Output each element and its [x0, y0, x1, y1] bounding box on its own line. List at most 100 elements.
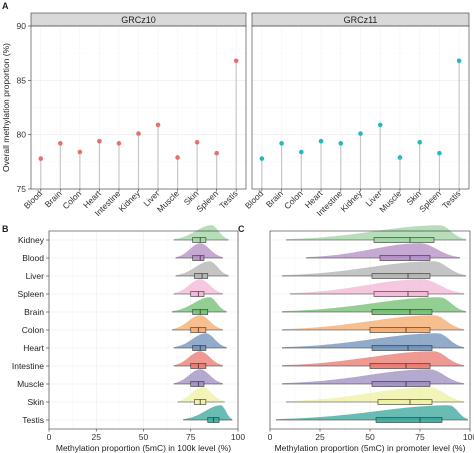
lollipop-dot-muscle: [175, 155, 180, 160]
panel-c-plot: 0 25 50 75 100: [268, 225, 474, 442]
x-tick-label: 25: [315, 432, 325, 442]
lollipop-dot-heart: [97, 138, 102, 144]
lollipop-dot-testis: [456, 58, 462, 64]
x-tick-label-blood: Blood: [243, 188, 266, 211]
box-liver: [371, 273, 431, 279]
y-tick-label-colon: Colon: [22, 325, 44, 335]
panel-c: 0 25 50 75 100 Methylation proportion (5mC) …: [268, 225, 474, 453]
density-colon: [282, 315, 464, 330]
facet-title-grcz10: GRCz10: [121, 15, 156, 25]
lollipop-dot-skin: [194, 139, 200, 145]
lollipop-dot-intestine: [338, 141, 344, 146]
x-tick-label-testis: Testis: [440, 188, 462, 210]
panel-a-y-ticks: 75 80 85 90: [17, 21, 31, 194]
lollipop-dot-heart: [318, 138, 324, 144]
box-intestine: [369, 363, 431, 369]
box-blood: [192, 255, 205, 261]
y-tick-label-testis: Testis: [22, 415, 44, 425]
x-tick-label-muscle: Muscle: [377, 188, 403, 214]
box-colon: [369, 327, 431, 333]
box-muscle: [190, 381, 205, 387]
density-heart: [173, 333, 227, 348]
box-muscle: [371, 381, 431, 387]
density-brain: [282, 297, 466, 312]
x-tick-label-spleen: Spleen: [194, 188, 220, 214]
lollipop-dot-kidney: [358, 131, 363, 136]
y-tick-label: 90: [17, 21, 27, 31]
panel-letter-c: C: [238, 224, 245, 234]
panel-a-y-axis-label: Overall methylation proportion (%): [1, 43, 11, 172]
y-tick-label: 80: [17, 130, 27, 140]
density-muscle: [173, 369, 223, 384]
x-tick-label: 100: [463, 432, 474, 442]
panel-letter-b: B: [2, 224, 9, 234]
lollipop-dot-liver: [155, 122, 161, 128]
box-heart: [192, 345, 207, 351]
density-intestine: [282, 351, 464, 366]
x-tick-label-kidney: Kidney: [116, 188, 142, 214]
lollipop-dot-intestine: [116, 141, 122, 146]
x-tick-label: 0: [47, 432, 52, 442]
lollipop-dot-muscle: [397, 155, 403, 160]
lollipop-dot-colon: [77, 149, 83, 155]
x-tick-label: 0: [268, 432, 273, 442]
box-skin: [377, 399, 433, 405]
box-blood: [379, 255, 431, 261]
x-tick-label-spleen: Spleen: [417, 188, 443, 214]
density-kidney: [286, 225, 466, 240]
box-kidney: [192, 237, 207, 243]
x-tick-label-colon: Colon: [60, 188, 83, 211]
x-tick-label: 75: [415, 432, 425, 442]
lollipop-dot-testis: [233, 58, 239, 64]
y-tick-label-blood: Blood: [22, 253, 44, 263]
density-skin: [286, 387, 464, 402]
lollipop-dot-kidney: [136, 131, 141, 136]
lollipop-dot-liver: [377, 122, 383, 128]
box-brain: [371, 309, 433, 315]
density-skin: [177, 387, 225, 402]
y-tick-label-spleen: Spleen: [18, 289, 45, 299]
facet-grcz10: GRCz10 BloodBrainColonHeartIntestineKidn…: [22, 12, 247, 218]
box-liver: [194, 273, 209, 279]
y-tick-label-intestine: Intestine: [12, 361, 44, 371]
density-liver: [175, 261, 229, 276]
density-brain: [171, 297, 227, 312]
box-spleen: [190, 291, 205, 297]
density-testis: [276, 405, 468, 420]
y-tick-label-muscle: Muscle: [17, 379, 44, 389]
density-blood: [306, 243, 460, 258]
lollipop-dot-brain: [58, 141, 63, 146]
density-intestine: [173, 351, 223, 366]
y-tick-label-brain: Brain: [24, 307, 44, 317]
lollipop-dot-blood: [38, 156, 44, 161]
panel-a: Overall methylation proportion (%) 75 80 8…: [1, 12, 470, 218]
density-blood: [175, 243, 223, 258]
density-testis: [183, 405, 233, 420]
facet-grcz11: GRCz11 BloodBrainColonHeartIntestineKidn…: [243, 12, 470, 218]
density-heart: [282, 333, 464, 348]
y-tick-label: 85: [17, 75, 27, 85]
panel-b: Kidney Blood Liver Spleen Brain Colon Heart Int…: [12, 225, 245, 453]
lollipop-dot-spleen: [437, 150, 442, 156]
panel-b-plot: Kidney Blood Liver Spleen Brain Colon Heart Int…: [12, 225, 245, 442]
x-tick-label: 50: [139, 432, 149, 442]
panel-b-x-axis-label: Methylation proportion (5mC) in 100k lev…: [56, 443, 231, 453]
x-tick-label: 50: [365, 432, 375, 442]
x-tick-label-kidney: Kidney: [338, 188, 364, 214]
x-tick-label-brain: Brain: [264, 188, 285, 209]
panel-letter-a: A: [2, 1, 9, 11]
x-tick-label-colon: Colon: [282, 188, 305, 211]
box-heart: [371, 345, 433, 351]
y-tick-label-heart: Heart: [23, 343, 44, 353]
density-colon: [171, 315, 223, 330]
lollipop-dot-spleen: [214, 150, 219, 156]
box-kidney: [373, 237, 435, 243]
lollipop-dot-brain: [279, 141, 284, 146]
x-tick-label-testis: Testis: [217, 188, 239, 210]
density-spleen: [173, 279, 223, 294]
facet-title-grcz11: GRCz11: [344, 15, 378, 25]
lollipop-dot-blood: [259, 156, 265, 161]
